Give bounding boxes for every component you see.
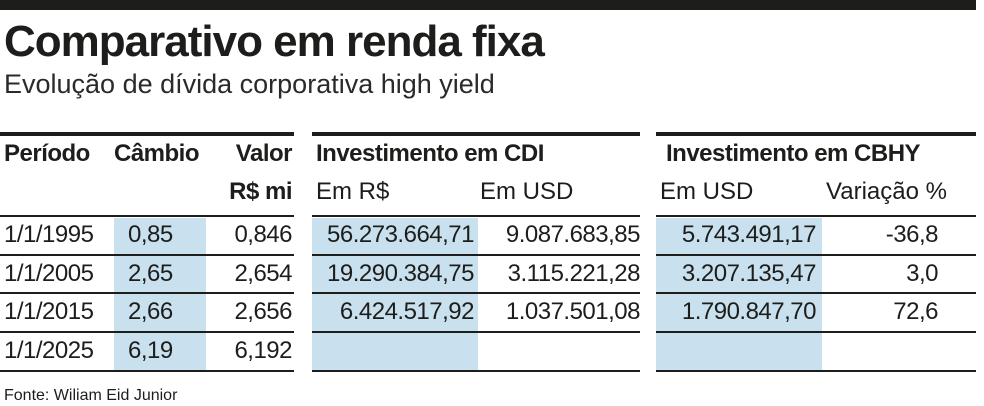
- cell-cambio: 2,66: [128, 298, 173, 325]
- cell-cbhy-variacao: -36,8: [885, 221, 939, 248]
- group-header-cdi: Investimento em CDI: [316, 140, 544, 167]
- cell-periodo: 1/1/2005: [4, 260, 94, 287]
- header-rule-cdi: [312, 132, 640, 136]
- source-note: Fonte: Wiliam Eid Junior: [4, 387, 178, 404]
- cell-periodo: 1/1/2025: [4, 337, 94, 364]
- highlight-cbhy-usd-column: [656, 218, 822, 370]
- cell-cdi-brl: 19.290.384,75: [327, 260, 474, 287]
- header-rule-cbhy: [656, 132, 976, 136]
- cell-cambio: 2,65: [128, 260, 173, 287]
- col-header-valor-unit: R$ mi: [229, 178, 292, 205]
- cell-cambio: 0,85: [128, 221, 173, 248]
- cell-cambio: 6,19: [128, 337, 173, 364]
- row-divider: [0, 370, 294, 372]
- cell-cbhy-variacao: 72,6: [893, 298, 938, 325]
- cell-periodo: 1/1/1995: [4, 221, 94, 248]
- cell-valor: 2,654: [234, 260, 292, 287]
- cell-cdi-usd: 9.087.683,85: [505, 221, 641, 248]
- group-header-cbhy: Investimento em CBHY: [666, 140, 921, 167]
- row-divider: [0, 215, 294, 217]
- col-header-cbhy-variacao: Variação %: [826, 178, 947, 205]
- cell-cdi-usd: 1.037.501,08: [505, 298, 641, 325]
- row-divider: [0, 254, 294, 256]
- top-bar: [0, 0, 976, 10]
- row-divider: [312, 254, 640, 256]
- header-rule-left: [0, 132, 294, 136]
- row-divider: [656, 370, 976, 372]
- page-title: Comparativo em renda fixa: [4, 17, 545, 66]
- col-header-cdi-usd: Em USD: [480, 178, 574, 205]
- cell-cdi-brl: 56.273.664,71: [327, 221, 474, 248]
- cell-cdi-brl: 6.424.517,92: [339, 298, 475, 325]
- cell-valor: 0,846: [234, 221, 292, 248]
- row-divider: [656, 292, 976, 294]
- row-divider: [656, 331, 976, 333]
- cell-cbhy-variacao: 3,0: [906, 260, 938, 287]
- highlight-cdi-brl-column: [312, 218, 478, 370]
- row-divider: [312, 215, 640, 217]
- row-divider: [312, 370, 640, 372]
- row-divider: [0, 331, 294, 333]
- row-divider: [312, 331, 640, 333]
- row-divider: [656, 215, 976, 217]
- page-subtitle: Evolução de dívida corporativa high yiel…: [4, 69, 495, 99]
- cell-periodo: 1/1/2015: [4, 298, 94, 325]
- row-divider: [312, 292, 640, 294]
- row-divider: [0, 292, 294, 294]
- cell-cdi-usd: 3.115.221,28: [507, 260, 641, 287]
- cell-cbhy-usd: 3.207.135,47: [681, 260, 817, 287]
- cell-valor: 6,192: [234, 337, 292, 364]
- cell-cbhy-usd: 5.743.491,17: [681, 221, 817, 248]
- cell-cbhy-usd: 1.790.847,70: [681, 298, 817, 325]
- cell-valor: 2,656: [234, 298, 292, 325]
- col-header-periodo: Período: [4, 140, 90, 167]
- row-divider: [656, 254, 976, 256]
- col-header-cbhy-usd: Em USD: [660, 178, 754, 205]
- col-header-cambio: Câmbio: [114, 140, 200, 167]
- col-header-cdi-brl: Em R$: [316, 178, 390, 205]
- highlight-cambio-column: [114, 218, 206, 370]
- col-header-valor: Valor: [235, 140, 293, 167]
